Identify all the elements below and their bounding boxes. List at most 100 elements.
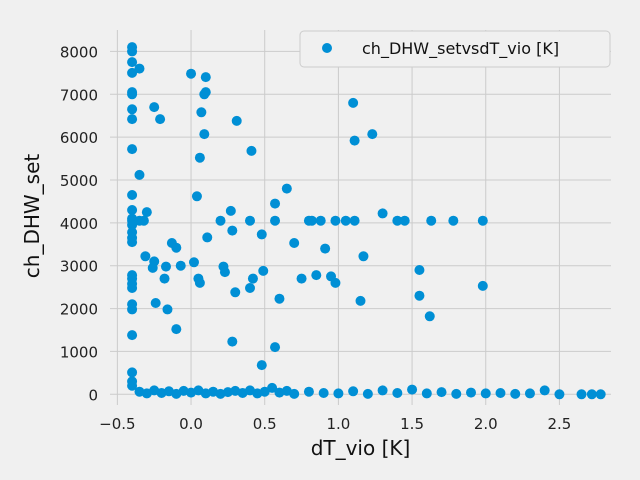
y-tick-label: 6000 [60, 129, 98, 147]
data-point [392, 388, 403, 398]
data-point [377, 208, 388, 219]
data-point [303, 386, 314, 397]
y-tick-label: 3000 [60, 258, 98, 276]
y-tick-label: 0 [88, 386, 98, 404]
data-point [134, 169, 145, 180]
data-point [160, 261, 171, 272]
data-point [296, 273, 307, 284]
data-point [477, 280, 488, 291]
data-point [155, 114, 166, 125]
x-tick-label: 0.0 [179, 415, 203, 433]
data-point [451, 388, 462, 399]
data-point [171, 324, 182, 335]
data-point [222, 387, 233, 398]
y-tick-label: 5000 [60, 172, 98, 190]
x-tick-label: −0.5 [99, 415, 135, 433]
data-point [407, 384, 418, 395]
data-point [227, 225, 238, 236]
data-point [150, 298, 161, 308]
x-tick-label: 2.5 [547, 415, 571, 433]
data-point [436, 387, 447, 398]
data-point [159, 273, 170, 284]
data-point [141, 207, 152, 218]
data-point [127, 89, 138, 100]
legend: ch_DHW_setvsdT_vio [K] [299, 30, 611, 68]
data-point [196, 107, 207, 118]
x-tick-label: 2.0 [474, 415, 498, 433]
x-tick-label: 1.0 [326, 415, 350, 433]
data-point [200, 72, 211, 83]
legend-marker [322, 43, 332, 53]
data-point [244, 283, 255, 293]
data-point [414, 265, 425, 275]
data-points [127, 42, 606, 400]
data-point [134, 63, 145, 74]
data-point [194, 152, 205, 163]
data-point [127, 367, 138, 378]
data-point [349, 215, 360, 226]
data-point [311, 270, 322, 281]
data-point [281, 183, 292, 194]
data-point [274, 293, 285, 304]
data-point [333, 388, 344, 399]
data-point [230, 287, 241, 298]
data-point [448, 215, 459, 226]
data-point [367, 129, 378, 140]
data-point [127, 380, 138, 391]
data-point [377, 385, 388, 396]
data-point [348, 97, 359, 108]
data-point [480, 388, 491, 399]
data-point [147, 262, 158, 273]
y-tick-label: 2000 [60, 301, 98, 319]
x-tick-labels: −0.5 0.0 0.5 1.0 1.5 2.0 2.5 [99, 415, 571, 433]
data-point [127, 46, 138, 57]
data-point [194, 277, 205, 288]
data-point [200, 87, 211, 98]
x-axis-title: dT_vio [K] [311, 436, 411, 460]
data-point [595, 389, 606, 400]
data-point [424, 311, 435, 322]
data-point [188, 257, 199, 268]
data-point [127, 114, 138, 125]
data-point [162, 304, 173, 315]
data-point [191, 191, 202, 202]
data-point [270, 215, 281, 226]
x-tick-label: 0.5 [253, 415, 277, 433]
data-point [127, 57, 138, 68]
data-point [358, 251, 369, 262]
data-point [524, 388, 535, 399]
data-point [127, 304, 138, 315]
data-point [127, 330, 138, 341]
data-point [421, 388, 432, 399]
data-point [127, 104, 138, 115]
data-point [171, 242, 182, 253]
data-point [362, 388, 373, 399]
data-point [140, 251, 151, 262]
data-point [466, 387, 477, 398]
legend-label: ch_DHW_setvsdT_vio [K] [362, 39, 559, 59]
y-tick-label: 4000 [60, 215, 98, 233]
data-point [289, 388, 300, 399]
data-point [186, 68, 197, 79]
data-point [258, 265, 269, 276]
data-point [175, 260, 186, 271]
data-point [426, 215, 437, 226]
data-point [127, 67, 138, 78]
data-point [127, 237, 138, 248]
data-point [576, 389, 587, 400]
data-point [247, 273, 258, 284]
data-point [399, 215, 410, 226]
data-point [127, 205, 138, 215]
data-point [225, 205, 236, 216]
data-point [244, 215, 255, 226]
data-point [231, 115, 242, 126]
data-point [330, 277, 341, 288]
data-point [227, 336, 238, 347]
data-point [138, 215, 149, 226]
data-point [270, 198, 281, 209]
data-point [127, 144, 138, 155]
data-point [127, 220, 138, 230]
data-point [318, 388, 329, 398]
data-point [256, 229, 267, 240]
